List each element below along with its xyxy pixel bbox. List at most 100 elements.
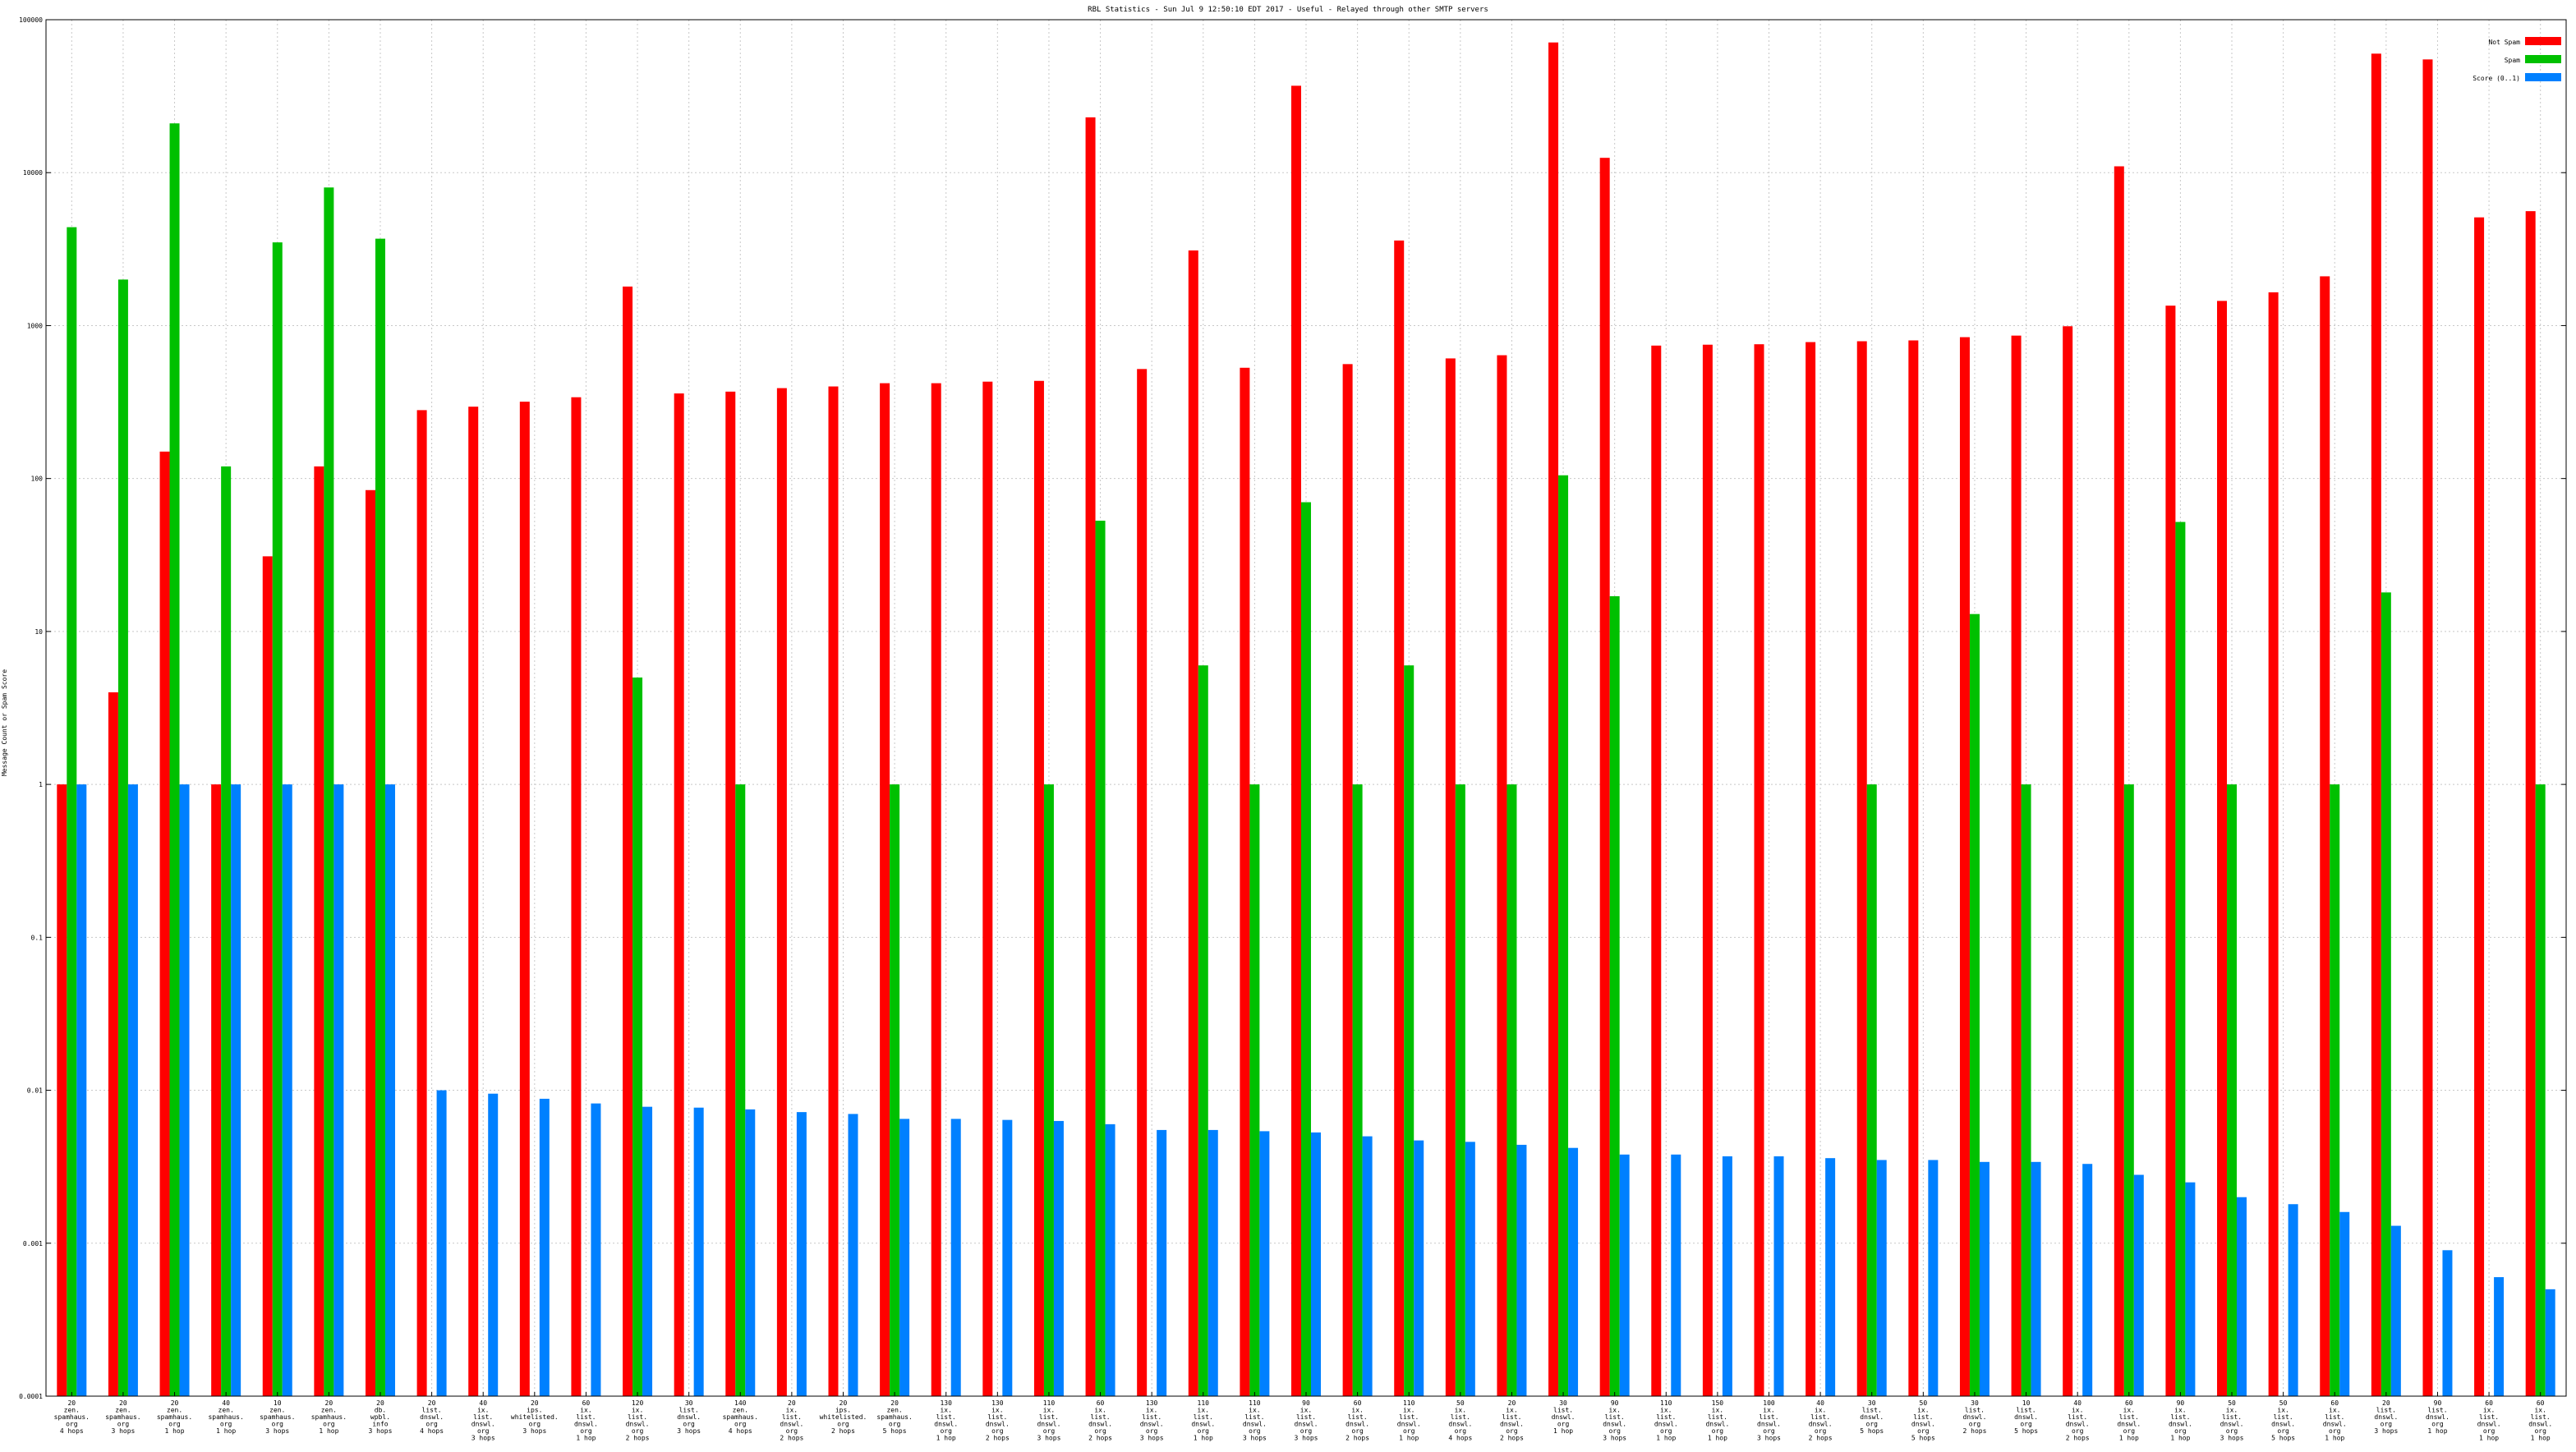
bar-not-spam xyxy=(1188,250,1198,1396)
bar-score-0-1 xyxy=(1414,1140,1424,1396)
bar-not-spam xyxy=(2371,53,2381,1397)
bar-not-spam xyxy=(1959,337,1970,1397)
x-tick-label: 50 ix. list. dnswl. org 4 hops xyxy=(1448,1399,1472,1442)
bar-not-spam xyxy=(468,407,479,1397)
bar-spam xyxy=(117,279,128,1396)
x-tick-label: 130 ix. list. dnswl. org 1 hop xyxy=(934,1399,958,1442)
bar-not-spam xyxy=(623,286,633,1397)
x-tick-label: 30 list. dnswl. org 1 hop xyxy=(1552,1399,1576,1435)
bar-not-spam xyxy=(2474,217,2485,1396)
x-tick-label: 20 db. wpbl. info 3 hops xyxy=(369,1399,393,1435)
legend-label: Score (0..1) xyxy=(2472,75,2520,82)
bar-score-0-1 xyxy=(950,1119,961,1396)
x-tick-label: 20 list. dnswl. org 3 hops xyxy=(2374,1399,2398,1435)
bar-not-spam xyxy=(2114,166,2124,1397)
bar-not-spam xyxy=(776,388,787,1396)
bar-score-0-1 xyxy=(1773,1156,1784,1396)
bar-not-spam xyxy=(519,402,530,1397)
bar-not-spam xyxy=(1085,117,1096,1396)
bar-score-0-1 xyxy=(282,784,292,1396)
y-tick-label: 0.01 xyxy=(27,1087,43,1095)
x-tick-label: 20 ips. whitelisted. org 2 hops xyxy=(820,1399,867,1435)
bar-not-spam xyxy=(1445,358,1456,1397)
legend-swatch xyxy=(2525,37,2561,45)
bar-score-0-1 xyxy=(436,1090,447,1396)
x-tick-label: 30 list. dnswl. org 3 hops xyxy=(677,1399,701,1435)
bar-not-spam xyxy=(571,397,582,1396)
bar-score-0-1 xyxy=(2185,1182,2196,1396)
bar-spam xyxy=(1249,784,1260,1396)
bar-score-0-1 xyxy=(2133,1174,2144,1396)
bar-not-spam xyxy=(1033,380,1044,1397)
x-tick-label: 130 ix. list. dnswl. org 2 hops xyxy=(986,1399,1010,1442)
bar-not-spam xyxy=(1240,367,1250,1396)
bar-not-spam xyxy=(1342,364,1353,1397)
bar-not-spam xyxy=(2525,211,2536,1396)
bar-spam xyxy=(169,123,180,1397)
bar-score-0-1 xyxy=(1311,1132,1321,1396)
bar-spam xyxy=(1506,784,1517,1396)
bar-score-0-1 xyxy=(591,1103,601,1396)
bar-score-0-1 xyxy=(1259,1131,1270,1396)
bar-score-0-1 xyxy=(693,1107,704,1396)
x-tick-label: 60 ix. list. dnswl. org 1 hop xyxy=(2528,1399,2552,1442)
bar-spam xyxy=(324,187,334,1396)
bar-not-spam xyxy=(1599,158,1610,1397)
legend-swatch xyxy=(2525,73,2561,81)
y-tick-label: 100 xyxy=(31,476,44,483)
x-tick-label: 110 ix. list. dnswl. org 1 hop xyxy=(1397,1399,1421,1442)
bar-not-spam xyxy=(1702,344,1713,1396)
bar-score-0-1 xyxy=(642,1106,653,1396)
bar-score-0-1 xyxy=(848,1114,858,1396)
bar-spam xyxy=(1969,613,1980,1396)
bar-not-spam xyxy=(828,386,839,1397)
bar-score-0-1 xyxy=(539,1098,550,1396)
bar-spam xyxy=(1095,521,1106,1396)
bar-score-0-1 xyxy=(1979,1161,1990,1396)
bar-spam xyxy=(2227,784,2238,1396)
bar-score-0-1 xyxy=(1516,1144,1527,1396)
bar-not-spam xyxy=(931,383,941,1397)
x-tick-label: 90 ix. list. dnswl. org 1 hop xyxy=(2169,1399,2192,1442)
x-tick-label: 60 ix. list. dnswl. org 1 hop xyxy=(2323,1399,2347,1442)
bar-not-spam xyxy=(2320,276,2330,1396)
bar-not-spam xyxy=(108,692,118,1396)
bar-not-spam xyxy=(1394,240,1405,1397)
bar-spam xyxy=(2175,522,2186,1396)
x-tick-label: 20 zen. spamhaus. org 1 hop xyxy=(157,1399,192,1435)
bar-spam xyxy=(221,466,232,1396)
bar-score-0-1 xyxy=(179,784,190,1396)
bar-score-0-1 xyxy=(1105,1123,1116,1396)
legend-swatch xyxy=(2525,55,2561,63)
bar-score-0-1 xyxy=(334,784,344,1396)
bar-score-0-1 xyxy=(1722,1156,1732,1396)
x-tick-label: 90 ix. list. dnswl. org 3 hops xyxy=(1603,1399,1626,1442)
bar-spam xyxy=(2123,784,2134,1396)
bar-score-0-1 xyxy=(127,784,138,1396)
bar-spam xyxy=(890,784,900,1396)
y-tick-label: 100000 xyxy=(19,16,43,24)
bar-not-spam xyxy=(1856,341,1867,1396)
bar-not-spam xyxy=(2165,306,2176,1397)
bar-spam xyxy=(2380,592,2391,1396)
y-tick-label: 0.1 xyxy=(31,934,44,941)
x-tick-label: 20 ix. list. dnswl. org 2 hops xyxy=(780,1399,803,1442)
bar-not-spam xyxy=(211,784,222,1396)
bar-spam xyxy=(2330,784,2340,1396)
bar-score-0-1 xyxy=(2288,1204,2298,1396)
bar-spam xyxy=(1198,665,1208,1396)
bar-not-spam xyxy=(57,784,67,1396)
bar-spam xyxy=(735,784,746,1396)
bar-spam xyxy=(632,677,643,1396)
x-tick-label: 10 zen. spamhaus. org 3 hops xyxy=(260,1399,295,1435)
bar-spam xyxy=(272,242,283,1396)
bar-spam xyxy=(375,238,385,1396)
x-tick-label: 20 zen. spamhaus. org 3 hops xyxy=(105,1399,140,1435)
bar-not-spam xyxy=(1806,342,1816,1396)
x-tick-label: 30 list. dnswl. org 5 hops xyxy=(1860,1399,1884,1435)
x-tick-label: 20 zen. spamhaus. org 4 hops xyxy=(54,1399,90,1435)
plot-frame xyxy=(45,19,2567,1397)
x-tick-labels: 20 zen. spamhaus. org 4 hops 20 zen. spamhaus. o… xyxy=(54,1399,2553,1442)
